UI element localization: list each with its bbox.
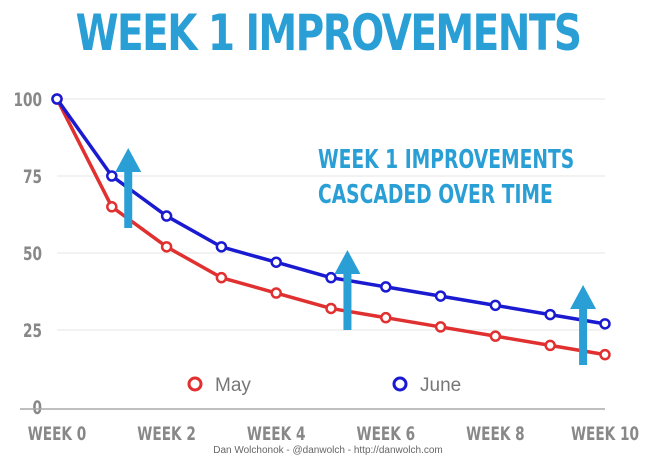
data-point (434, 321, 447, 333)
data-point (544, 308, 556, 321)
legend-marker-may (187, 376, 203, 392)
data-point (325, 271, 337, 284)
x-tick-label: WEEK 8 (466, 423, 525, 445)
legend-label: June (420, 375, 461, 396)
series-line-june (55, 97, 606, 326)
arrow-up-icon (115, 148, 142, 172)
data-point (215, 271, 228, 284)
data-point (544, 339, 556, 352)
legend-marker-june (392, 376, 408, 392)
y-tick-label: 50 (23, 243, 42, 265)
data-point (51, 93, 63, 105)
credit-text: Dan Wolchonok - @danwolch - http://danwo… (213, 445, 443, 456)
data-point (215, 241, 228, 253)
x-tick-label: WEEK 2 (137, 423, 196, 445)
arrow-shaft (343, 270, 352, 330)
data-point (599, 348, 611, 361)
data-point (599, 318, 611, 330)
data-point (270, 287, 282, 299)
x-tick-label: WEEK 6 (357, 423, 416, 445)
arrow-up-icon (334, 250, 361, 274)
x-tick-label: WEEK 4 (247, 423, 306, 445)
y-tick-label: 75 (23, 166, 42, 188)
data-point (106, 201, 118, 213)
data-point (380, 281, 392, 293)
series-line-may (55, 98, 606, 357)
chart-title: WEEK 1 IMPROVEMENTS (75, 4, 582, 62)
data-point (160, 241, 173, 253)
data-point (380, 311, 392, 324)
data-point (489, 299, 502, 312)
arrow-shaft (124, 168, 133, 228)
data-point (106, 170, 118, 182)
annotation-text: CASCADED OVER TIME (318, 179, 553, 210)
y-tick-label: 100 (13, 89, 42, 111)
data-point (270, 256, 282, 268)
arrow-up-icon (570, 285, 597, 309)
data-point (489, 330, 502, 342)
arrow-shaft (579, 305, 588, 365)
x-tick-label: WEEK 10 (571, 423, 639, 445)
y-tick-label: 25 (23, 320, 42, 342)
data-point (434, 290, 447, 302)
legend-label: May (215, 375, 251, 396)
annotation-text: WEEK 1 IMPROVEMENTS (318, 144, 574, 175)
data-point (325, 302, 337, 315)
x-tick-label: WEEK 0 (28, 423, 87, 445)
data-point (160, 210, 173, 222)
